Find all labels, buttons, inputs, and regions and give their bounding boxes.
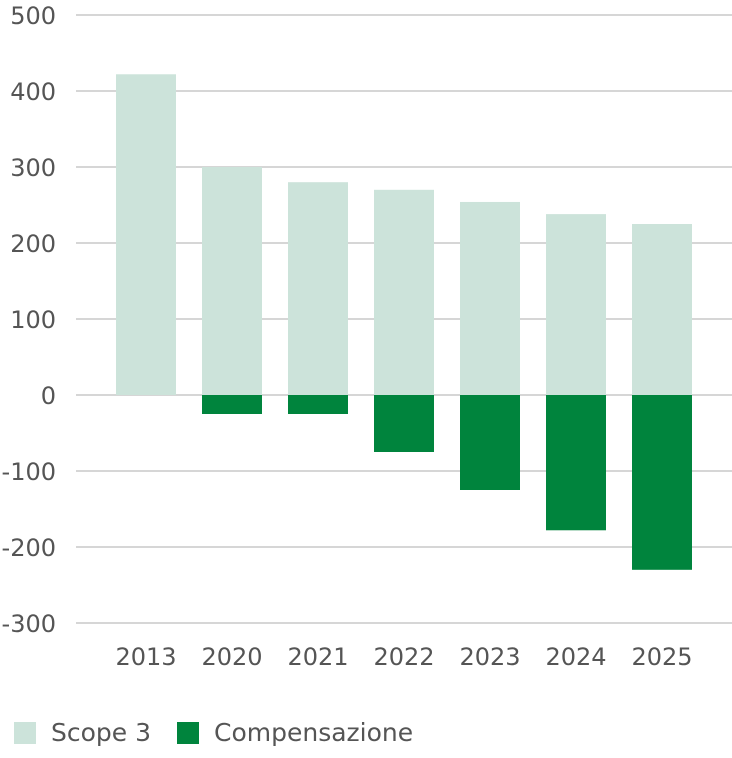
bar-chart: 500 400 300 200 100 0 -100 -200 -300 2013 2020 202… [2,2,732,671]
bars [116,74,692,570]
legend-item-compensazione: Compensazione [177,718,413,747]
bar-scope-3-2023 [460,201,520,395]
y-tick-label: 100 [10,306,56,334]
bar-scope-3-2020 [202,167,262,395]
y-tick-label: -200 [2,534,56,562]
bar-compensazione-2024 [546,395,606,531]
bar-compensazione-2022 [374,395,434,452]
legend-swatch-scope-3 [14,721,36,744]
bar-scope-3-2013 [116,74,176,395]
bar-compensazione-2020 [202,395,262,414]
y-tick-label: 400 [10,78,56,106]
bar-scope-3-2024 [546,214,606,395]
y-tick-label: 300 [10,154,56,182]
bar-scope-3-2021 [288,182,348,395]
y-tick-label: 500 [10,2,56,30]
y-tick-label: -300 [2,610,56,638]
bar-scope-3-2022 [374,189,434,395]
bar-compensazione-2025 [632,395,692,570]
x-tick-label: 2025 [631,643,692,671]
x-tick-label: 2024 [545,643,606,671]
x-tick-label: 2021 [287,643,348,671]
y-tick-label: 200 [10,230,56,258]
legend-label-compensazione: Compensazione [214,718,414,747]
bar-compensazione-2023 [460,395,520,490]
legend-item-scope-3: Scope 3 [14,718,151,747]
x-tick-label: 2022 [373,643,434,671]
y-tick-label: 0 [41,382,56,410]
x-tick-label: 2013 [115,643,176,671]
x-tick-label: 2020 [201,643,262,671]
bar-compensazione-2021 [288,395,348,414]
x-tick-label: 2023 [459,643,520,671]
y-tick-label: -100 [2,458,56,486]
legend-label-scope-3: Scope 3 [51,718,152,747]
legend-swatch-compensazione [177,721,200,744]
y-axis-tick-labels: 500 400 300 200 100 0 -100 -200 -300 [2,2,56,638]
bar-scope-3-2025 [632,224,692,395]
chart-legend: Scope 3 Compensazione [14,718,439,747]
x-axis-tick-labels: 2013 2020 2021 2022 2023 2024 2025 [115,643,692,671]
